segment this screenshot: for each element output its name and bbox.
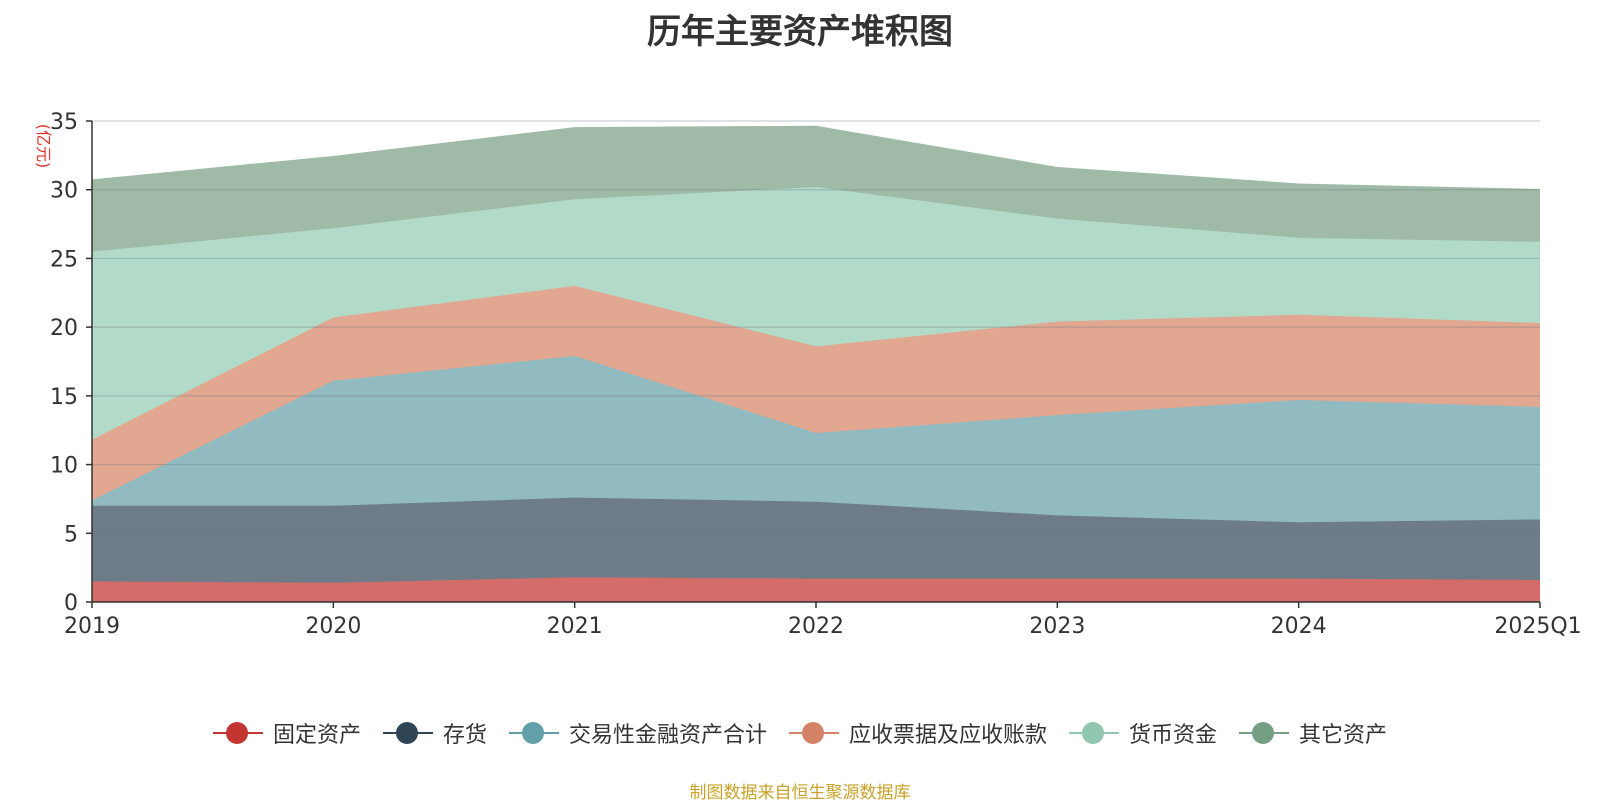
legend-marker-icon (212, 721, 263, 745)
y-tick-label: 20 (50, 316, 78, 341)
chart-title: 历年主要资产堆积图 (647, 12, 953, 52)
legend-label: 存货 (442, 723, 487, 748)
legend-item-4[interactable]: 货币资金 (1069, 717, 1217, 749)
legend-label: 货币资金 (1129, 723, 1218, 748)
y-axis-unit-label: (亿元) (34, 124, 53, 169)
y-tick-label: 35 (50, 110, 78, 135)
y-tick-label: 15 (50, 385, 78, 410)
legend-label: 交易性金融资产合计 (568, 723, 767, 748)
y-tick-label: 25 (50, 247, 78, 272)
legend-item-3[interactable]: 应收票据及应收账款 (789, 717, 1047, 749)
area-series-0 (92, 577, 1540, 602)
y-tick-label: 30 (50, 179, 78, 204)
x-tick-label: 2019 (64, 614, 120, 639)
x-tick-label: 2020 (305, 614, 361, 639)
areas-layer (91, 125, 1541, 602)
chart-legend: 固定资产 存货 交易性金融资产合计 应收票据及应收账款 货币资金 其它资产 (0, 717, 1600, 749)
legend-marker-icon (789, 721, 839, 745)
legend-label: 固定资产 (272, 723, 361, 748)
x-tick-label: 2022 (788, 614, 844, 639)
legend-marker-icon (1069, 721, 1120, 745)
legend-item-1[interactable]: 存货 (382, 717, 487, 749)
y-tick-label: 0 (64, 591, 78, 616)
grid-layer (92, 120, 1540, 534)
x-tick-label: 2024 (1271, 614, 1327, 639)
legend-marker-icon (508, 721, 559, 745)
legend-item-5[interactable]: 其它资产 (1239, 717, 1387, 749)
area-series-4 (92, 187, 1540, 440)
area-series-edge-5 (91, 125, 1541, 191)
legend-label: 应收票据及应收账款 (849, 723, 1048, 748)
x-tick-label: 2021 (547, 614, 603, 639)
area-series-5 (92, 126, 1540, 252)
legend-marker-icon (382, 721, 433, 745)
legend-item-0[interactable]: 固定资产 (212, 717, 361, 749)
area-series-2 (92, 356, 1540, 523)
legend-item-2[interactable]: 交易性金融资产合计 (508, 717, 767, 749)
x-tick-label: 2023 (1029, 614, 1085, 639)
data-source-note: 制图数据来自恒生聚源数据库 (689, 783, 911, 800)
y-tick-label: 10 (50, 454, 78, 479)
axes-layer: 0 5 10 15 20 25 30 35 2019 2020 2021 2022 2023 2024 20… (50, 110, 1582, 639)
y-tick-label: 5 (64, 522, 78, 547)
legend-label: 其它资产 (1299, 723, 1388, 748)
area-series-3 (92, 285, 1540, 501)
legend-marker-icon (1239, 721, 1290, 745)
x-tick-label: 2025Q1 (1494, 614, 1581, 639)
